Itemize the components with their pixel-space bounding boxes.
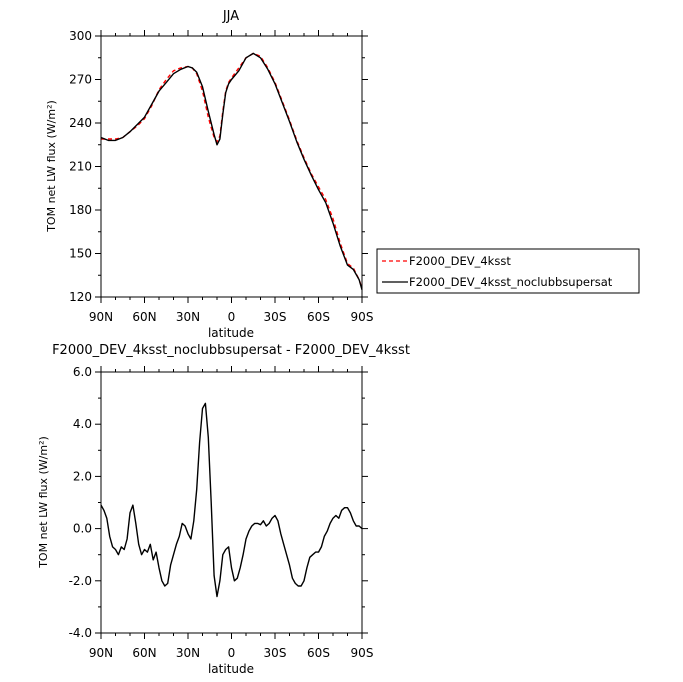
bottom-x-tick-label: 90N	[89, 646, 113, 660]
top-x-tick-label: 0	[228, 310, 236, 324]
bottom-y-tick-labels: -4.0 -2.0 0.0 2.0 4.0 6.0	[69, 365, 92, 640]
bottom-x-tick-labels: 90N 60N 30N 0 30S 60S 90S	[89, 646, 374, 660]
bottom-x-axis-label: latitude	[208, 662, 254, 676]
bottom-y-tick-label: 4.0	[73, 417, 92, 431]
top-title: JJA	[222, 9, 239, 24]
top-x-tick-labels: 90N 60N 30N 0 30S 60S 90S	[89, 310, 374, 324]
top-ticks	[95, 30, 368, 303]
bottom-title: F2000_DEV_4ksst_noclubbsupersat - F2000_…	[52, 343, 410, 358]
bottom-y-tick-label: -2.0	[69, 574, 92, 588]
top-y-tick-label: 150	[69, 247, 92, 261]
top-x-tick-label: 30N	[176, 310, 200, 324]
bottom-panel: F2000_DEV_4ksst_noclubbsupersat - F2000_…	[37, 343, 410, 676]
top-x-tick-label: 90N	[89, 310, 113, 324]
bottom-ticks	[95, 366, 368, 639]
bottom-x-tick-label: 30S	[264, 646, 287, 660]
bottom-y-tick-label: 2.0	[73, 469, 92, 483]
bottom-x-tick-label: 60N	[132, 646, 156, 660]
top-x-tick-label: 60N	[132, 310, 156, 324]
top-x-tick-label: 90S	[351, 310, 374, 324]
top-y-tick-label: 240	[69, 116, 92, 130]
top-x-tick-label: 30S	[264, 310, 287, 324]
top-y-tick-label: 120	[69, 290, 92, 304]
bottom-y-axis-label: TOM net LW flux (W/m²)	[37, 436, 50, 569]
bottom-x-tick-label: 60S	[307, 646, 330, 660]
bottom-y-tick-label: 0.0	[73, 522, 92, 536]
top-series-line-2	[100, 52, 363, 290]
bottom-x-tick-label: 90S	[351, 646, 374, 660]
top-panel: JJA 120 150 180 210 240 270 300 90N 60N 30N 0 30S 6…	[45, 9, 373, 340]
top-y-tick-label: 180	[69, 203, 92, 217]
bottom-plot-frame	[100, 371, 363, 634]
legend: F2000_DEV_4ksst F2000_DEV_4ksst_noclubbs…	[376, 248, 640, 294]
top-plot-frame	[100, 35, 363, 298]
top-y-tick-label: 270	[69, 73, 92, 87]
legend-box	[376, 248, 640, 294]
top-series-line-1	[101, 52, 363, 289]
bottom-series-lines	[100, 402, 363, 598]
top-y-tick-label: 210	[69, 160, 92, 174]
top-y-tick-label: 300	[69, 29, 92, 43]
top-y-tick-labels: 120 150 180 210 240 270 300	[69, 29, 92, 304]
bottom-x-tick-label: 0	[228, 646, 236, 660]
top-x-tick-label: 60S	[307, 310, 330, 324]
bottom-series-line-1	[100, 402, 363, 598]
bottom-y-tick-label: -4.0	[69, 626, 92, 640]
top-series-lines	[100, 52, 363, 290]
bottom-x-tick-label: 30N	[176, 646, 200, 660]
top-y-axis-label: TOM net LW flux (W/m²)	[45, 100, 58, 233]
bottom-y-tick-label: 6.0	[73, 365, 92, 379]
top-x-axis-label: latitude	[208, 326, 254, 340]
legend-label-2: F2000_DEV_4ksst_noclubbsupersat	[409, 275, 613, 289]
legend-label-1: F2000_DEV_4ksst	[409, 254, 511, 268]
